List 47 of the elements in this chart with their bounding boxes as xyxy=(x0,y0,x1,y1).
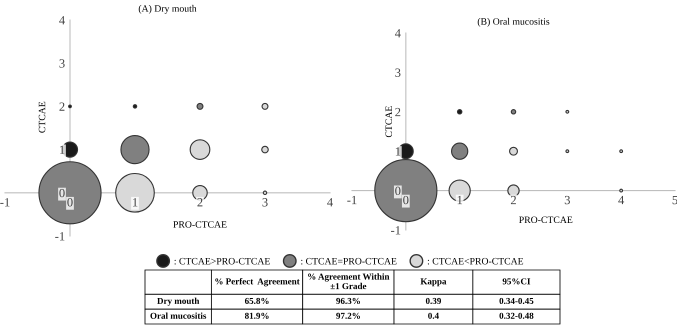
legend-label: : CTCAE=PRO-CTCAE xyxy=(301,258,396,265)
x-tick-label: 4 xyxy=(327,198,333,206)
category-label: % Agreement Within ±1 Grade xyxy=(308,273,390,290)
chart-title: (A) Dry mouth xyxy=(138,4,197,14)
x-tick-label: 1 xyxy=(132,198,138,206)
y-tick-label: 0 xyxy=(59,188,65,198)
x-tick-label: 3 xyxy=(564,196,570,204)
y-tick-label: 2 xyxy=(59,102,64,111)
x-tick-label: 3 xyxy=(262,198,268,206)
x-tick-label: 4 xyxy=(618,196,624,204)
y-tick-label: 1 xyxy=(396,147,400,156)
x-axis-title: PRO-CTCAE xyxy=(519,216,572,224)
y-tick-label: -1 xyxy=(391,226,400,234)
category-label: 95%CI xyxy=(502,278,530,284)
y-tick-label: 3 xyxy=(59,59,65,68)
category-label: Kappa xyxy=(420,278,446,286)
text: 0.34-0.45 xyxy=(499,298,534,304)
text: 0.4 xyxy=(428,312,439,319)
text: 0.39 xyxy=(426,298,441,304)
x-tick-label: 0 xyxy=(403,196,408,204)
x-tick-label: 2 xyxy=(510,196,516,204)
legend-label: : CTCAE>PRO-CTCAE xyxy=(174,258,270,265)
legend-label: : CTCAE<PRO-CTCAE xyxy=(428,258,524,265)
y-axis-title: CTCAE xyxy=(385,106,392,138)
y-tick-label: 1 xyxy=(60,146,64,154)
category-label: Oral mucositis xyxy=(150,312,206,319)
text: 97.2% xyxy=(336,312,360,319)
y-tick-label: 2 xyxy=(395,108,400,116)
x-tick-label: 1 xyxy=(458,196,462,204)
y-tick-label: 3 xyxy=(395,68,400,77)
y-tick-label: 0 xyxy=(395,186,400,196)
chart-title: (B) Oral mucositis xyxy=(478,18,550,27)
y-tick-label: 4 xyxy=(59,16,65,24)
x-tick-label: 2 xyxy=(197,198,202,206)
x-tick-label: 0 xyxy=(67,198,73,206)
text: 65.8% xyxy=(244,298,269,304)
text: 0.32-0.48 xyxy=(499,312,534,319)
text: 81.9% xyxy=(244,312,269,319)
x-axis-title: PRO-CTCAE xyxy=(173,221,227,228)
x-tick-label: -1 xyxy=(347,196,356,204)
y-axis-title: CTCAE xyxy=(38,102,46,133)
category-label: Dry mouth xyxy=(157,298,200,306)
text: 96.3% xyxy=(336,298,360,304)
y-tick-label: -1 xyxy=(55,232,64,240)
category-label: % Perfect Agreement xyxy=(215,278,300,286)
x-tick-label: -1 xyxy=(0,198,10,206)
y-tick-label: 4 xyxy=(394,29,401,38)
